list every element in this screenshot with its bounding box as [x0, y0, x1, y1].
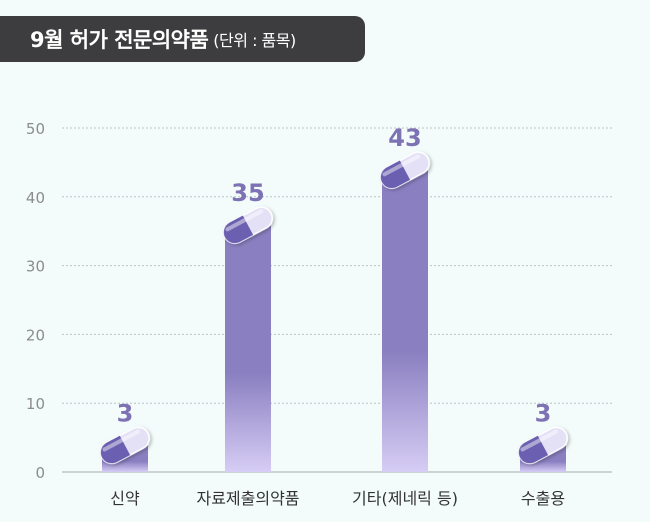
capsule-icon — [514, 426, 568, 468]
bar-1 — [225, 225, 271, 472]
x-category-label: 자료제출의약품 — [196, 489, 299, 508]
y-tick-label: 10 — [26, 395, 45, 413]
x-category-label: 수출용 — [521, 489, 565, 508]
chart-title-bar: 9월 허가 전문의약품 (단위 : 품목) — [0, 16, 365, 62]
y-tick-label: 0 — [35, 464, 45, 482]
y-tick-label: 20 — [26, 326, 45, 344]
x-category-label: 신약 — [110, 489, 140, 508]
y-tick-label: 40 — [26, 189, 45, 207]
y-tick-label: 30 — [26, 258, 45, 276]
chart-unit: (단위 : 품목) — [213, 31, 296, 50]
data-label: 3 — [535, 399, 552, 427]
data-label: 3 — [117, 399, 134, 427]
data-label: 43 — [388, 124, 421, 152]
capsule-icon — [96, 426, 150, 468]
bar-2 — [382, 170, 428, 472]
x-category-label: 기타(제네릭 등) — [352, 489, 458, 508]
chart-title: 9월 허가 전문의약품 — [30, 28, 209, 52]
data-label: 35 — [231, 179, 264, 207]
y-tick-label: 50 — [26, 120, 45, 138]
capsule-icon — [219, 206, 273, 248]
capsule-icon — [376, 151, 430, 193]
